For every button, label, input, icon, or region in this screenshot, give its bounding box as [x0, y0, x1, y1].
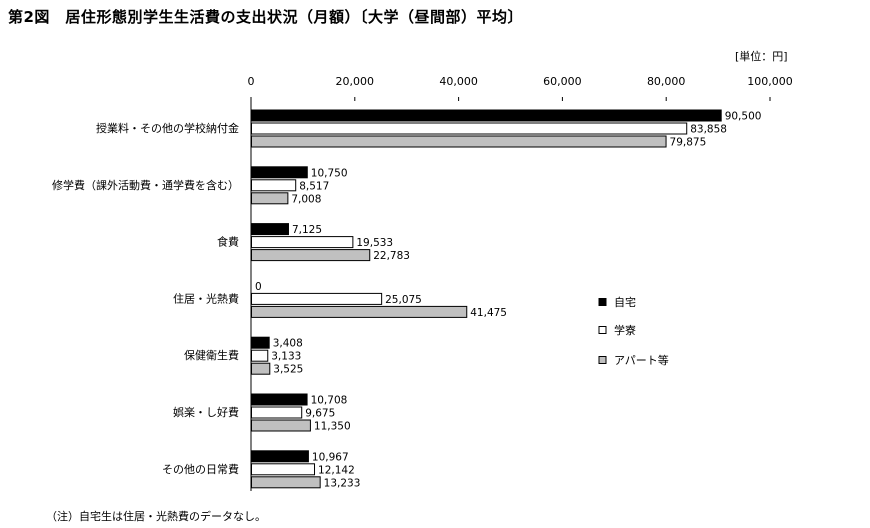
data-label: 9,675: [305, 408, 335, 420]
data-label: 10,708: [311, 395, 348, 407]
bar: [251, 476, 321, 489]
x-tick-label: 0: [248, 75, 255, 88]
bar: [251, 362, 271, 375]
data-label: 13,233: [324, 477, 361, 489]
category-label: 住居・光熱費: [173, 291, 239, 305]
bar: [251, 292, 383, 305]
chart-title: 第2図 居住形態別学生生活費の支出状況（月額）〔大学（昼間部）平均〕: [8, 8, 523, 26]
data-label: 3,525: [273, 364, 303, 376]
data-label: 7,125: [292, 224, 322, 236]
legend-item: 学寮: [614, 323, 636, 337]
legend-swatch: [598, 298, 607, 306]
category-label: 授業料・その他の学校納付金: [96, 121, 239, 135]
category-label: 修学費（課外活動費・通学費を含む）: [52, 178, 239, 192]
bar: [251, 122, 688, 135]
x-tick-label: 100,000: [747, 75, 793, 88]
bars: [251, 109, 722, 489]
data-label: 10,967: [312, 451, 349, 463]
bar: [251, 349, 269, 362]
bar: [251, 166, 308, 179]
bar: [251, 336, 270, 349]
category-label: 食費: [217, 235, 239, 249]
category-label: 保健衛生費: [184, 348, 239, 362]
legend-item: 自宅: [614, 295, 636, 309]
data-label: 22,783: [373, 250, 410, 262]
x-tick-label: 60,000: [543, 75, 582, 88]
bar: [251, 135, 667, 148]
data-label: 79,875: [670, 137, 707, 149]
bar: [251, 393, 308, 406]
bar: [251, 419, 311, 432]
bar: [251, 249, 371, 262]
legend-swatch: [598, 326, 607, 334]
legend-item: アパート等: [614, 353, 669, 367]
data-label: 90,500: [725, 111, 762, 123]
bar: [251, 179, 297, 192]
bar: [251, 192, 289, 205]
data-label: 19,533: [356, 237, 393, 249]
bar: [251, 305, 468, 318]
bar: [251, 223, 289, 236]
data-label: 11,350: [314, 421, 351, 433]
data-label: 83,858: [690, 124, 727, 136]
x-tick-label: 80,000: [647, 75, 686, 88]
bar: [251, 450, 309, 463]
legend-swatch: [598, 356, 607, 364]
unit-label: [単位：円]: [735, 50, 788, 63]
data-label: 10,750: [311, 167, 348, 179]
bar: [251, 406, 303, 419]
category-label: 娯楽・し好費: [173, 405, 239, 419]
footnote: （注）自宅生は住居・光熱費のデータなし。: [46, 510, 266, 523]
data-label: 3,408: [273, 338, 303, 350]
data-label: 0: [255, 281, 262, 293]
bar: [251, 463, 316, 476]
bar: [251, 236, 354, 249]
data-label: 12,142: [318, 464, 355, 476]
data-label: 41,475: [470, 307, 507, 319]
x-tick-label: 20,000: [336, 75, 375, 88]
data-label: 8,517: [299, 180, 329, 192]
x-axis: 0 20,000 40,000 60,000 80,000 100,000: [248, 75, 793, 491]
bar: [251, 109, 722, 122]
data-label: 7,008: [291, 193, 321, 205]
data-label: 3,133: [271, 351, 301, 363]
data-label: 25,075: [385, 294, 422, 306]
x-tick-label: 40,000: [439, 75, 478, 88]
category-label: その他の日常費: [162, 462, 239, 476]
